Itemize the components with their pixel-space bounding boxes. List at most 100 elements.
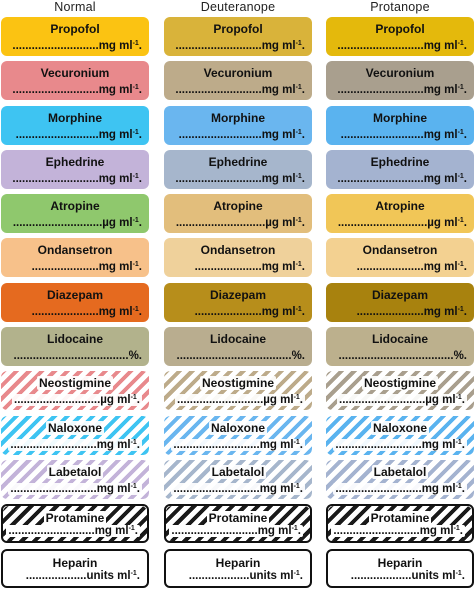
drug-name: Neostigmine [361, 376, 438, 391]
column-heading: Deuteranope [200, 0, 276, 14]
drug-name: Naloxone [208, 420, 267, 435]
dose-period: . [138, 128, 142, 141]
dose-exponent: -1 [293, 438, 300, 446]
drug-label-lidocaine: Lidocaine...............................… [326, 327, 474, 367]
dose-exponent: -1 [293, 569, 300, 577]
dose-period: . [301, 128, 305, 141]
dose-line: ...........................mg ml [12, 84, 133, 97]
drug-label-atropine: Atropine ............................µg m… [326, 194, 474, 234]
dose-period: . [138, 84, 142, 97]
drug-label-protamine: Protamine ...........................mg m… [164, 504, 312, 544]
drug-name: Diazepam [209, 287, 267, 302]
drug-label-morphine: Morphine ..........................mg ml-… [326, 105, 474, 145]
dose-line: ...........................mg ml [171, 525, 292, 538]
drug-name: Protamine [43, 511, 107, 526]
dose-line: ............................µg ml [337, 217, 458, 230]
dose-period: . [463, 305, 467, 318]
drug-label-naloxone: Naloxone ...........................mg ml… [1, 415, 149, 455]
drug-name: Heparin [52, 555, 98, 570]
drug-label-protamine: Protamine ...........................mg m… [326, 504, 474, 544]
dose-line: ...........................mg ml [173, 482, 294, 495]
drug-name: Morphine [211, 110, 265, 125]
dose-line: .....................mg ml [31, 261, 133, 274]
drug-label-lidocaine: Lidocaine...............................… [164, 327, 312, 367]
drug-label-diazepam: Diazepam .....................mg ml-1. [164, 282, 312, 322]
drug-name: Diazepam [371, 287, 429, 302]
drug-label-lidocaine: Lidocaine...............................… [1, 327, 149, 367]
dose-exponent: -1 [130, 569, 137, 577]
dose-exponent: -1 [295, 84, 302, 92]
drug-label-protamine: Protamine ...........................mg m… [1, 504, 149, 544]
dose-exponent: -1 [295, 172, 302, 180]
drug-name: Ondansetron [362, 243, 438, 258]
dose-period: . [299, 569, 303, 582]
drug-name: Labetalol [46, 464, 104, 479]
dose-period: . [463, 261, 467, 274]
dose-exponent: -1 [457, 128, 464, 136]
dose-period: . [138, 40, 142, 52]
drug-label-ondansetron: Ondansetron .....................mg ml-1. [164, 238, 312, 278]
dose-exponent: -1 [132, 84, 139, 92]
drug-label-morphine: Morphine ..........................mg ml-… [164, 105, 312, 145]
drug-label-heparin: Heparin ...................units ml-1. [326, 548, 474, 588]
dose-period: . [463, 128, 467, 141]
dose-line: ...........................mg ml [335, 438, 456, 451]
drug-label-vecuronium: Vecuronium ...........................mg … [1, 61, 149, 101]
drug-name: Labetalol [371, 464, 429, 479]
dose-line: ...........................mg ml [10, 438, 131, 451]
dose-line: ..........................mg ml [15, 128, 133, 141]
drug-name: Protamine [206, 511, 270, 526]
dose-exponent: -1 [295, 261, 302, 269]
dose-exponent: -1 [457, 84, 464, 92]
dose-line: ...........................µg ml [339, 394, 456, 407]
dose-period: . [299, 438, 303, 451]
dose-period: . [138, 172, 142, 185]
dose-period: . [138, 217, 142, 230]
drug-label-atropine: Atropine ............................µg m… [164, 194, 312, 234]
drug-name: Ephedrine [45, 154, 105, 169]
dose-line: ...........................mg ml [175, 84, 296, 97]
dose-line: ...........................mg ml [175, 172, 296, 185]
drug-name: Lidocaine [209, 332, 266, 347]
drug-label-heparin: Heparin ...................units ml-1. [164, 548, 312, 588]
dose-period: . [301, 217, 305, 230]
drug-name: Ondansetron [200, 243, 276, 258]
dose-exponent: -1 [455, 394, 462, 402]
dose-period: . [138, 261, 142, 274]
drug-name: Heparin [377, 555, 423, 570]
dose-period: . [138, 305, 142, 318]
drug-name: Atropine [50, 199, 100, 214]
drug-name: Morphine [48, 110, 102, 125]
drug-name: Neostigmine [199, 376, 276, 391]
drug-name: Atropine [213, 199, 263, 214]
dose-line: ...........................mg ml [8, 525, 129, 538]
dose-period: . [301, 172, 305, 185]
dose-exponent: -1 [293, 482, 300, 490]
dose-period: . [459, 525, 463, 538]
dose-line: ...........................mg ml [173, 438, 294, 451]
dose-period: . [463, 84, 467, 97]
dose-exponent: -1 [455, 482, 462, 490]
dose-exponent: -1 [132, 261, 139, 269]
dose-period: . [461, 438, 465, 451]
dose-exponent: -1 [132, 305, 139, 313]
dose-period: . [461, 569, 465, 582]
drug-label-atropine: Atropine ............................µg m… [1, 194, 149, 234]
drug-label-vecuronium: Vecuronium ...........................mg … [326, 61, 474, 101]
drug-label-neostigmine: Neostigmine ...........................µg… [326, 371, 474, 411]
dose-exponent: -1 [130, 482, 137, 490]
dose-exponent: -1 [128, 525, 135, 533]
dose-exponent: -1 [132, 217, 139, 225]
column-protanope: Protanope Propofol.......................… [326, 0, 474, 593]
drug-name: Neostigmine [36, 376, 113, 391]
dose-period: . [136, 569, 140, 582]
drug-name: Lidocaine [46, 332, 103, 347]
dose-exponent: -1 [132, 40, 139, 47]
drug-name: Heparin [215, 555, 261, 570]
drug-label-ondansetron: Ondansetron .....................mg ml-1. [326, 238, 474, 278]
dose-line: ...........................mg ml [12, 172, 133, 185]
dose-exponent: -1 [455, 438, 462, 446]
dose-line: ....................................%. [176, 350, 305, 363]
dose-exponent: -1 [453, 525, 460, 533]
drug-label-propofol: Propofol ...........................mg ml… [326, 17, 474, 56]
